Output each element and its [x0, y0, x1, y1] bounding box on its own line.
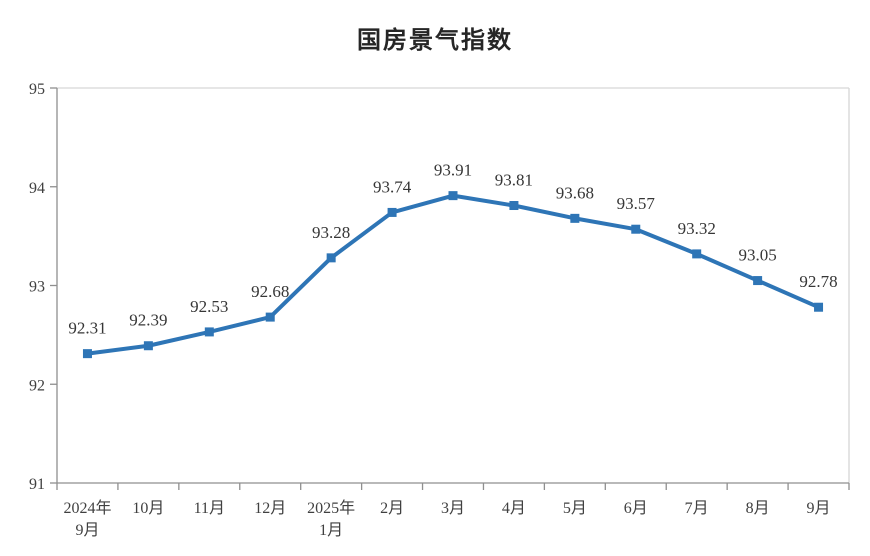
- data-point-marker: [692, 249, 702, 259]
- x-tick-label: 9月: [75, 522, 99, 539]
- data-point-marker: [753, 276, 763, 286]
- data-point-label: 93.32: [678, 219, 716, 238]
- x-tick-label: 1月: [319, 522, 343, 539]
- data-point-label: 93.68: [556, 183, 594, 202]
- data-point-label: 93.74: [373, 177, 412, 196]
- x-tick-label: 12月: [254, 500, 286, 517]
- x-tick-label: 3月: [441, 500, 465, 517]
- y-tick-label: 94: [29, 180, 45, 197]
- data-point-label: 93.81: [495, 171, 533, 190]
- x-tick-label: 2025年: [307, 499, 355, 517]
- y-tick-label: 93: [29, 279, 45, 296]
- data-point-marker: [82, 349, 92, 359]
- data-point-label: 92.31: [68, 319, 106, 338]
- data-point-marker: [814, 302, 824, 312]
- data-point-marker: [265, 312, 275, 322]
- x-tick-label: 9月: [807, 500, 831, 517]
- data-point-marker: [570, 213, 580, 223]
- x-tick-label: 5月: [563, 500, 587, 517]
- y-tick-label: 92: [29, 377, 45, 394]
- y-tick-label: 95: [29, 81, 45, 98]
- data-point-marker: [204, 327, 214, 337]
- data-point-label: 92.78: [799, 272, 837, 291]
- data-point-label: 92.39: [129, 311, 167, 330]
- x-tick-label: 2月: [380, 500, 404, 517]
- x-tick-label: 2024年: [63, 499, 111, 517]
- data-point-marker: [326, 253, 336, 263]
- data-point-label: 93.57: [617, 194, 656, 213]
- data-point-label: 92.53: [190, 297, 228, 316]
- x-tick-label: 11月: [194, 500, 225, 517]
- data-point-marker: [448, 191, 458, 201]
- x-tick-label: 4月: [502, 500, 526, 517]
- data-point-label: 93.28: [312, 223, 350, 242]
- x-tick-label: 6月: [624, 500, 648, 517]
- y-tick-label: 91: [29, 476, 45, 493]
- data-point-marker: [631, 224, 641, 234]
- x-tick-label: 8月: [746, 500, 770, 517]
- data-point-label: 93.91: [434, 161, 472, 180]
- data-point-marker: [509, 201, 519, 211]
- data-point-label: 93.05: [738, 246, 776, 265]
- x-tick-label: 7月: [685, 500, 709, 517]
- chart-title: 国房景气指数: [357, 27, 513, 54]
- x-tick-label: 10月: [132, 500, 164, 517]
- data-point-label: 92.68: [251, 282, 289, 301]
- data-point-marker: [387, 207, 397, 217]
- data-point-marker: [143, 341, 153, 351]
